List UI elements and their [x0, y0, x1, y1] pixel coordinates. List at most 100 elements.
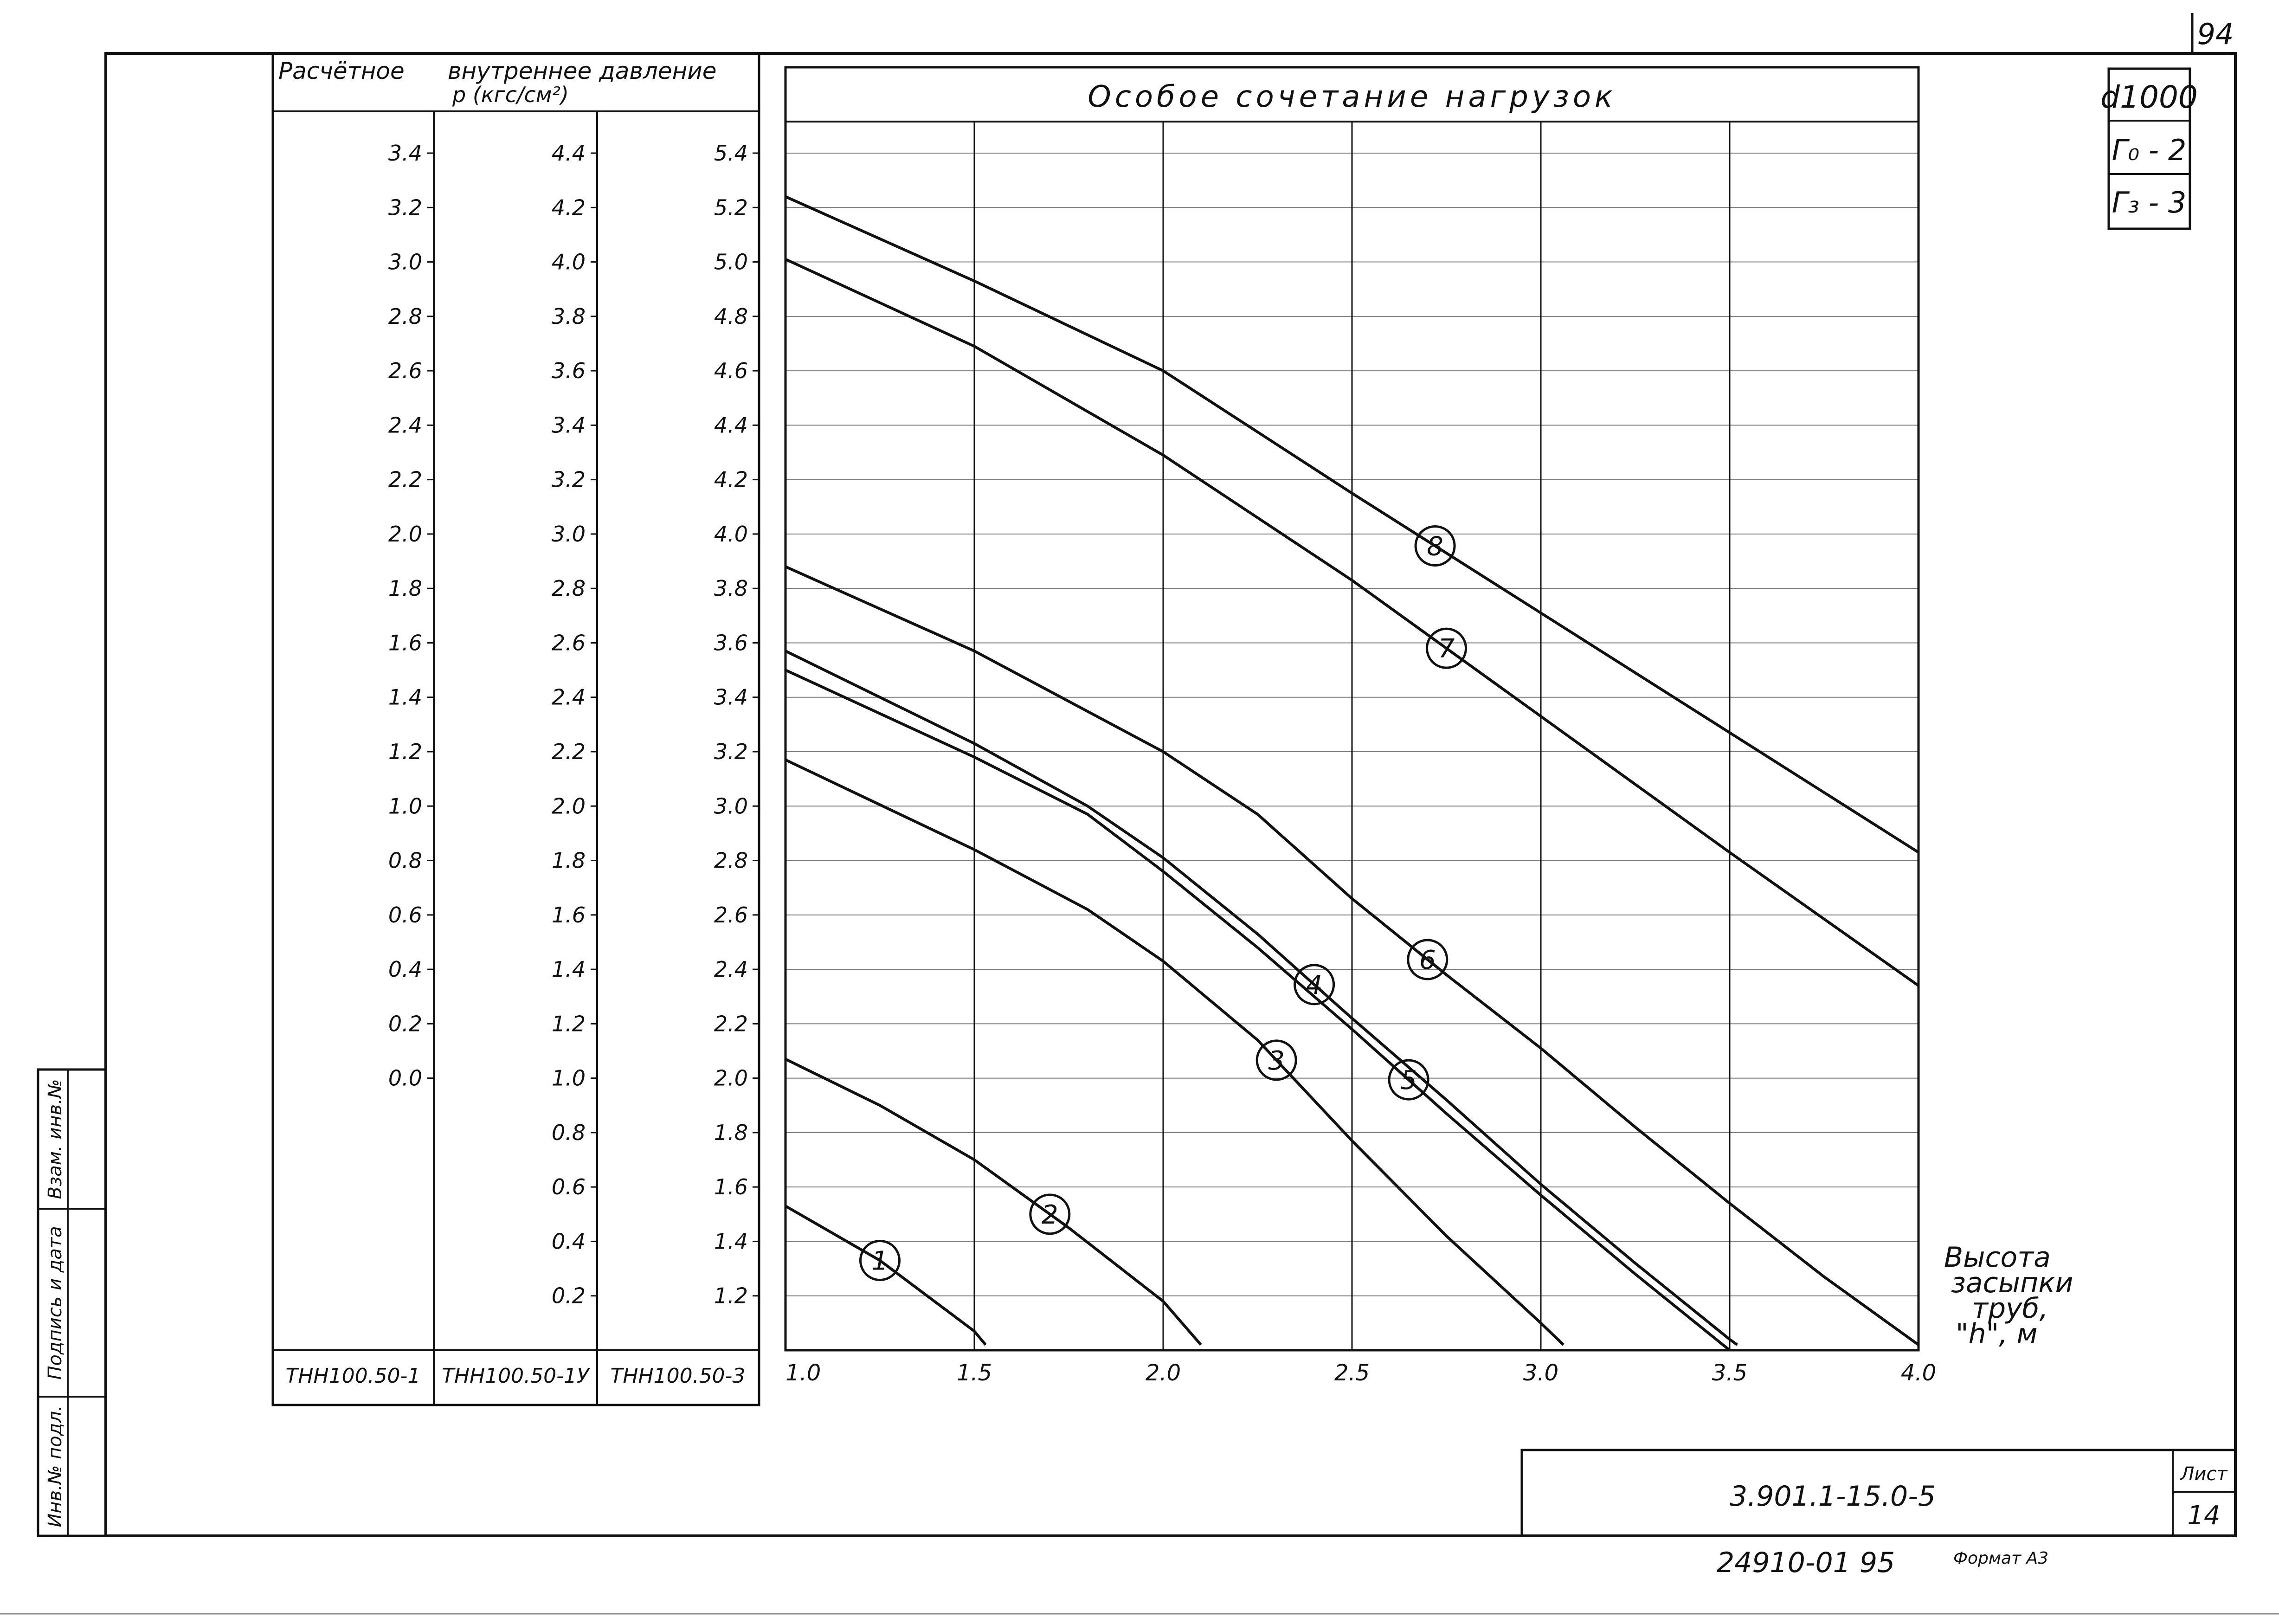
pressure-tick-label: 2.6	[388, 358, 422, 383]
pressure-tick-label: 4.2	[714, 467, 748, 492]
pressure-tick-label: 3.2	[388, 195, 422, 220]
stamp-g3: Г₃ - 3	[2112, 186, 2187, 219]
table-header-col1: Расчётное	[278, 58, 405, 84]
table-header-unit: р (кгс/см²)	[452, 82, 569, 107]
pressure-tick-label: 3.8	[714, 576, 748, 601]
stamp-g0: Г₀ - 2	[2112, 133, 2187, 167]
corner-sheet-number: 94	[2197, 17, 2234, 51]
pressure-tick-label: 4.4	[552, 141, 586, 166]
table-footer-2: ТНН100.50-1У	[442, 1364, 591, 1388]
pressure-tick-label: 1.0	[388, 793, 422, 818]
pressure-tick-label: 3.6	[552, 358, 586, 383]
pressure-tick-label: 4.6	[714, 358, 748, 383]
bottom-number: 24910-01 95	[1717, 1547, 1895, 1579]
curve-7-label: 7	[1438, 634, 1455, 664]
pressure-tick-label: 0.2	[388, 1011, 422, 1036]
pressure-tick-label: 1.2	[388, 739, 422, 764]
curve-6-label: 6	[1419, 945, 1436, 975]
curve-3-marker	[1255, 1039, 1297, 1081]
pressure-tick-label: 1.4	[388, 685, 422, 710]
table-footer-3: ТНН100.50-3	[611, 1364, 746, 1388]
doc-code: 3.901.1-15.0-5	[1730, 1480, 1936, 1513]
curve-8-marker	[1414, 525, 1456, 567]
pressure-table: Расчётное внутреннее давление р (кгс/см²…	[271, 52, 760, 1406]
side-stamp-label-3: Инв.№ подл.	[45, 1405, 66, 1527]
curve-1	[785, 1205, 987, 1346]
col2-tick-labels: 4.4 4.2 4.0 3.8 3.6 3.4 3.2 3.0 2.8 2.6 2.4 2.2 2.0 1…	[552, 141, 597, 1308]
table-header-col2: внутреннее давление	[448, 58, 717, 84]
pressure-tick-label: 3.4	[714, 685, 748, 710]
pressure-tick-label: 5.2	[714, 195, 748, 220]
curve-2	[785, 1057, 1202, 1346]
stamp-box: d1000 Г₀ - 2 Г₃ - 3	[2100, 67, 2198, 230]
pressure-tick-label: 3.0	[552, 522, 586, 547]
pressure-tick-label: 2.6	[714, 902, 748, 928]
pressure-tick-label: 3.8	[552, 304, 586, 329]
x-tick-label: 1.5	[957, 1360, 992, 1386]
pressure-tick-label: 5.0	[714, 250, 748, 275]
pressure-tick-label: 2.0	[388, 522, 422, 547]
pressure-tick-label: 2.0	[714, 1066, 748, 1091]
x-tick-label: 1.0	[785, 1360, 821, 1386]
curve-4	[785, 650, 1738, 1346]
pressure-tick-label: 0.8	[552, 1120, 586, 1145]
curve-7	[785, 258, 1919, 987]
side-stamp: Взам. инв.№ Подпись и дата Инв.№ подл.	[37, 1068, 107, 1537]
pressure-tick-label: 0.4	[552, 1229, 586, 1254]
side-stamp-label-2: Подпись и дата	[45, 1226, 66, 1379]
curve-2-label: 2	[1042, 1200, 1058, 1230]
sheet-frame	[104, 52, 2237, 1537]
pressure-tick-label: 4.4	[714, 412, 748, 438]
chart-title: Особое сочетание нагрузок	[1088, 80, 1616, 114]
pressure-tick-label: 2.4	[552, 685, 586, 710]
pressure-tick-label: 1.2	[714, 1283, 748, 1308]
pressure-tick-label: 0.6	[388, 902, 422, 928]
chart: Особое сочетание нагрузок 1.0 1.5 2.0 2.5 3.…	[784, 66, 2073, 1386]
curve-2-marker	[1029, 1193, 1071, 1235]
pressure-tick-label: 2.8	[388, 304, 422, 329]
chart-x-tick-labels: 1.0 1.5 2.0 2.5 3.0 3.5 4.0	[785, 1360, 1936, 1386]
pressure-tick-label: 2.2	[552, 739, 586, 764]
pressure-tick-label: 0.4	[388, 957, 422, 982]
table-footer-1: ТНН100.50-1	[286, 1364, 421, 1388]
x-tick-label: 2.0	[1146, 1360, 1181, 1386]
x-tick-label: 3.0	[1523, 1360, 1558, 1386]
pressure-tick-label: 1.6	[714, 1174, 748, 1199]
pressure-tick-label: 4.2	[552, 195, 586, 220]
curve-6	[785, 565, 1919, 1346]
pressure-tick-label: 0.2	[552, 1283, 586, 1308]
pressure-tick-label: 3.4	[552, 412, 586, 438]
chart-curve-markers: 1 2 3 4 5 6 7 8	[859, 525, 1467, 1281]
curve-5	[785, 669, 1731, 1352]
pressure-tick-label: 1.8	[552, 848, 586, 873]
col1-tick-labels: 3.4 3.2 3.0 2.8 2.6 2.4 2.2 2.0 1.8 1.6 1.4 1.2 1.0 0…	[388, 141, 434, 1091]
pressure-tick-label: 3.2	[552, 467, 586, 492]
title-block: 3.901.1-15.0-5 Лист 14 24910-01 95 Форма…	[1520, 1449, 2237, 1579]
format-label: Формат А3	[1953, 1549, 2048, 1568]
curve-3	[785, 758, 1564, 1346]
curve-5-marker	[1388, 1059, 1429, 1101]
pressure-tick-label: 3.0	[388, 250, 422, 275]
chart-curves	[785, 195, 1919, 1352]
pressure-tick-label: 1.8	[388, 576, 422, 601]
curve-1-marker	[859, 1240, 901, 1281]
pressure-tick-label: 0.0	[388, 1066, 422, 1091]
stamp-diameter: d1000	[2100, 79, 2198, 115]
pressure-tick-label: 2.8	[552, 576, 586, 601]
pressure-tick-label: 1.4	[714, 1229, 748, 1254]
sheet-label: Лист	[2179, 1463, 2228, 1485]
curve-8-label: 8	[1427, 531, 1443, 561]
pressure-tick-label: 0.6	[552, 1174, 586, 1199]
curve-4-label: 4	[1306, 970, 1323, 1000]
pressure-tick-label: 4.0	[552, 250, 586, 275]
x-tick-label: 4.0	[1901, 1360, 1936, 1386]
pressure-tick-label: 2.2	[388, 467, 422, 492]
curve-4-marker	[1294, 964, 1335, 1005]
pressure-tick-label: 1.0	[552, 1066, 586, 1091]
curve-6-marker	[1407, 939, 1449, 980]
pressure-tick-label: 1.6	[552, 902, 586, 928]
col3-tick-labels: 5.4 5.2 5.0 4.8 4.6 4.4 4.2 4.0 3.8 3.6 3.4 3.2 3.0 2…	[714, 141, 759, 1308]
pressure-tick-label: 1.4	[552, 957, 586, 982]
pressure-tick-label: 2.2	[714, 1011, 748, 1036]
pressure-tick-label: 2.0	[552, 793, 586, 818]
